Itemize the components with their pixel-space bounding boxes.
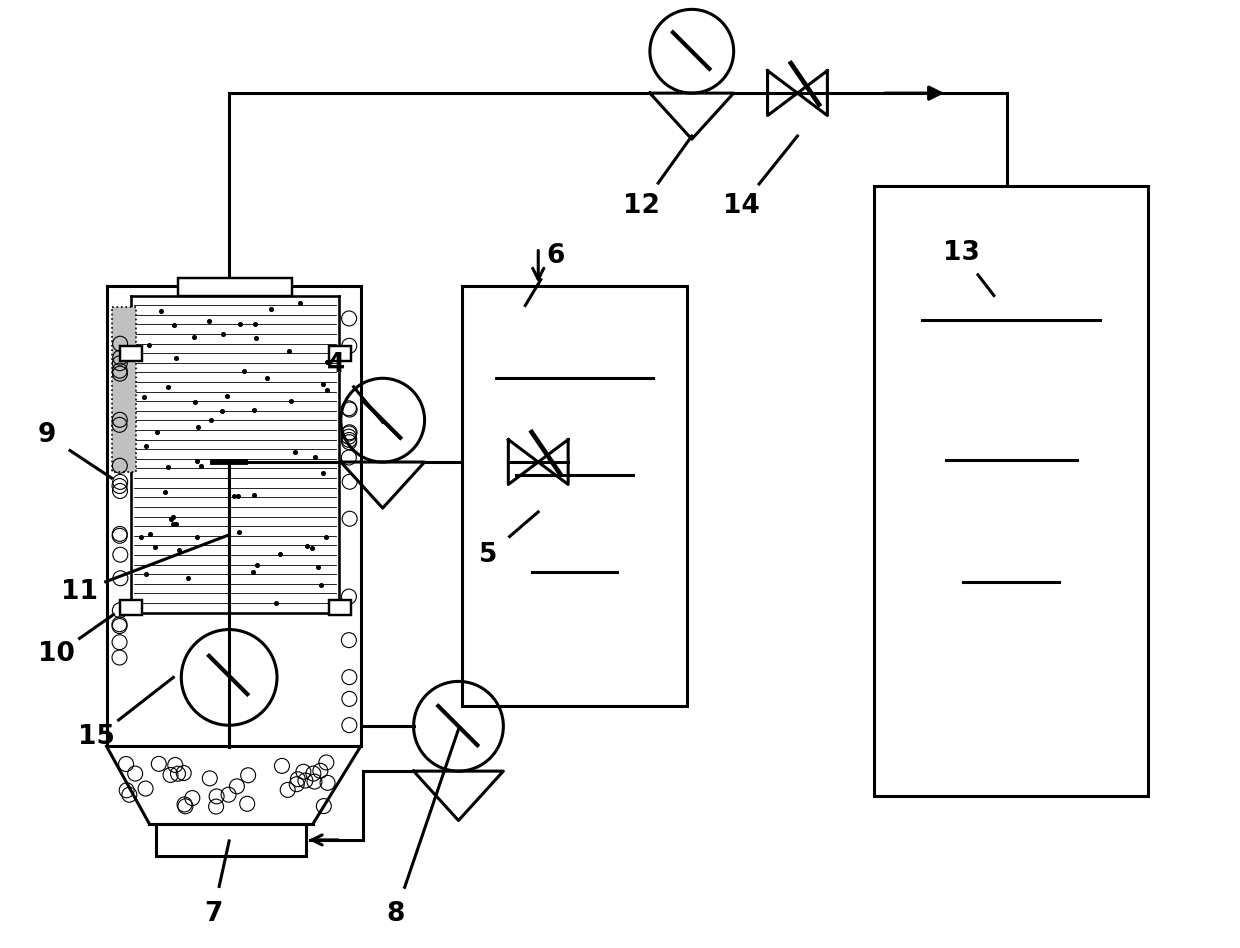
Point — [317, 355, 337, 370]
Point — [200, 314, 219, 329]
Bar — [329, 600, 351, 614]
Bar — [156, 824, 306, 856]
Point — [169, 542, 188, 557]
Point — [212, 403, 232, 418]
Text: 15: 15 — [78, 724, 115, 750]
Point — [270, 547, 290, 562]
Text: 7: 7 — [205, 901, 222, 927]
Point — [281, 393, 301, 409]
Point — [166, 517, 186, 532]
Point — [166, 351, 186, 366]
Point — [131, 530, 151, 545]
Point — [316, 529, 336, 544]
Point — [305, 449, 325, 465]
Text: 10: 10 — [38, 642, 76, 667]
Text: 11: 11 — [61, 578, 98, 605]
Point — [244, 403, 264, 418]
Bar — [329, 346, 351, 360]
Point — [308, 560, 327, 575]
Point — [146, 425, 166, 440]
Point — [188, 419, 208, 434]
Point — [139, 337, 159, 352]
Point — [262, 301, 281, 317]
Text: 4: 4 — [326, 353, 345, 378]
Point — [314, 376, 334, 392]
Point — [162, 510, 182, 525]
Text: 9: 9 — [37, 422, 56, 448]
Point — [290, 296, 310, 311]
Point — [187, 453, 207, 468]
Text: 12: 12 — [624, 192, 661, 219]
Text: 5: 5 — [479, 541, 497, 568]
Point — [140, 526, 160, 541]
Point — [265, 595, 285, 611]
Point — [136, 438, 156, 453]
Text: 13: 13 — [942, 240, 980, 265]
Text: 8: 8 — [387, 901, 404, 927]
Point — [151, 303, 171, 319]
Bar — [179, 278, 293, 296]
Point — [185, 395, 205, 410]
Point — [257, 370, 277, 385]
Point — [312, 465, 332, 481]
Point — [134, 390, 154, 405]
Point — [145, 539, 165, 555]
Point — [187, 529, 207, 544]
Point — [243, 565, 263, 580]
Point — [228, 488, 248, 503]
Bar — [120, 600, 143, 614]
Point — [201, 412, 221, 428]
Text: 6: 6 — [546, 243, 564, 268]
Point — [164, 517, 184, 532]
Point — [285, 445, 305, 460]
Point — [136, 566, 156, 581]
Point — [164, 318, 184, 333]
Point — [191, 459, 211, 474]
Point — [311, 577, 331, 592]
Bar — [113, 307, 136, 472]
Point — [213, 327, 233, 342]
Point — [247, 331, 267, 346]
Bar — [463, 285, 687, 706]
Point — [296, 538, 316, 554]
Point — [244, 487, 264, 502]
Point — [234, 364, 254, 379]
Point — [246, 317, 265, 332]
Point — [229, 524, 249, 539]
Bar — [120, 346, 143, 360]
Point — [157, 379, 177, 394]
Point — [231, 317, 250, 332]
Point — [155, 484, 175, 500]
Point — [224, 488, 244, 503]
Point — [161, 512, 181, 527]
Point — [179, 571, 198, 586]
Point — [217, 389, 237, 404]
Point — [279, 343, 299, 358]
Text: 14: 14 — [723, 192, 760, 219]
Point — [317, 382, 337, 397]
Point — [157, 460, 177, 475]
Point — [185, 329, 205, 344]
Point — [247, 557, 267, 573]
Point — [303, 540, 322, 556]
Bar — [874, 186, 1148, 796]
